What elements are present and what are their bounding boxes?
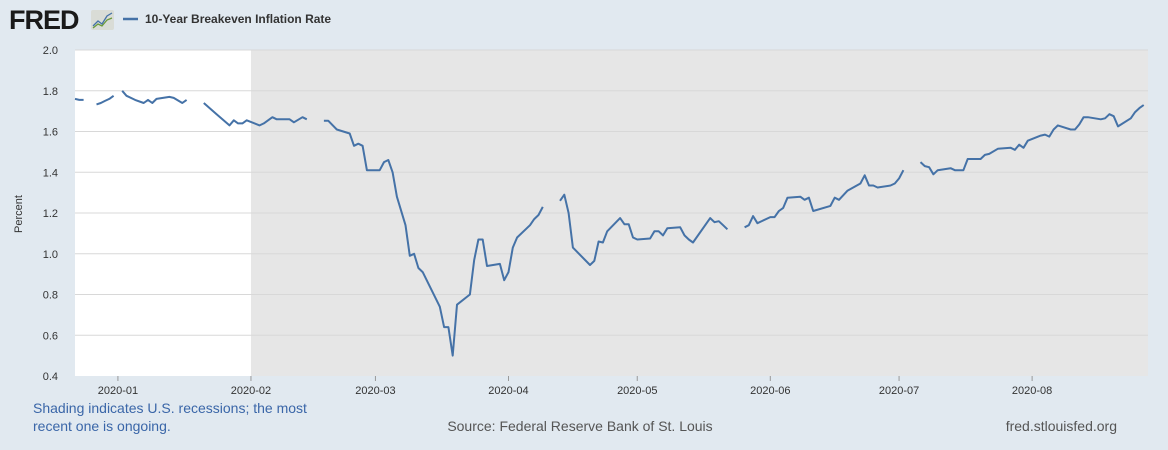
x-tick-label: 2020-05	[617, 385, 657, 397]
series-line-segment	[744, 169, 905, 229]
series-line-segment	[919, 104, 1145, 176]
y-tick-label: 0.8	[43, 290, 58, 302]
y-tick-label: 0.4	[43, 371, 58, 383]
plot-area: 0.40.60.81.01.21.41.61.82.0 2020-01 2020-…	[43, 45, 1149, 397]
x-tick-label: 2020-08	[1012, 385, 1052, 397]
series-line-segment	[96, 94, 115, 106]
x-tick-label: 2020-02	[231, 385, 271, 397]
y-tick-label: 0.6	[43, 330, 58, 342]
gridlines	[75, 49, 1148, 336]
y-tick-label: 1.8	[43, 86, 58, 98]
series-line-segment	[559, 193, 729, 266]
x-tick-label: 2020-03	[355, 385, 395, 397]
y-tick-label: 2.0	[43, 45, 58, 57]
y-tick-label: 1.0	[43, 249, 58, 261]
legend-label[interactable]: 10-Year Breakeven Inflation Rate	[145, 12, 331, 26]
fred-logo[interactable]: FRED	[9, 5, 80, 35]
site-link[interactable]: fred.stlouisfed.org	[1006, 418, 1117, 434]
series-lines	[74, 90, 1145, 357]
x-axis-ticks: 2020-01 2020-02 2020-03 2020-04 2020-05 2020-…	[98, 376, 1052, 397]
series-line-segment	[74, 97, 84, 101]
footer: Shading indicates U.S. recessions; the m…	[33, 400, 1117, 434]
header: FRED 10-Year Breakeven Inflation Rate	[9, 5, 331, 35]
x-tick-label: 2020-01	[98, 385, 138, 397]
x-tick-label: 2020-06	[750, 385, 790, 397]
y-tick-label: 1.4	[43, 167, 58, 179]
fred-graph-icon	[91, 10, 114, 30]
x-tick-label: 2020-04	[488, 385, 528, 397]
shading-note-line2: recent one is ongoing.	[33, 418, 171, 434]
shading-note-line1: Shading indicates U.S. recessions; the m…	[33, 400, 307, 416]
y-axis-label: Percent	[13, 195, 25, 233]
series-line-segment	[203, 102, 308, 127]
y-tick-label: 1.6	[43, 127, 58, 139]
y-tick-label: 1.2	[43, 208, 58, 220]
x-tick-label: 2020-07	[879, 385, 919, 397]
source-text: Source: Federal Reserve Bank of St. Loui…	[447, 418, 712, 434]
series-line-segment	[121, 90, 188, 104]
series-line-segment	[323, 119, 544, 357]
y-axis-ticks: 0.4 0.6 0.8 1.0 1.2 1.4 1.6 1.8 2.0	[43, 45, 58, 383]
